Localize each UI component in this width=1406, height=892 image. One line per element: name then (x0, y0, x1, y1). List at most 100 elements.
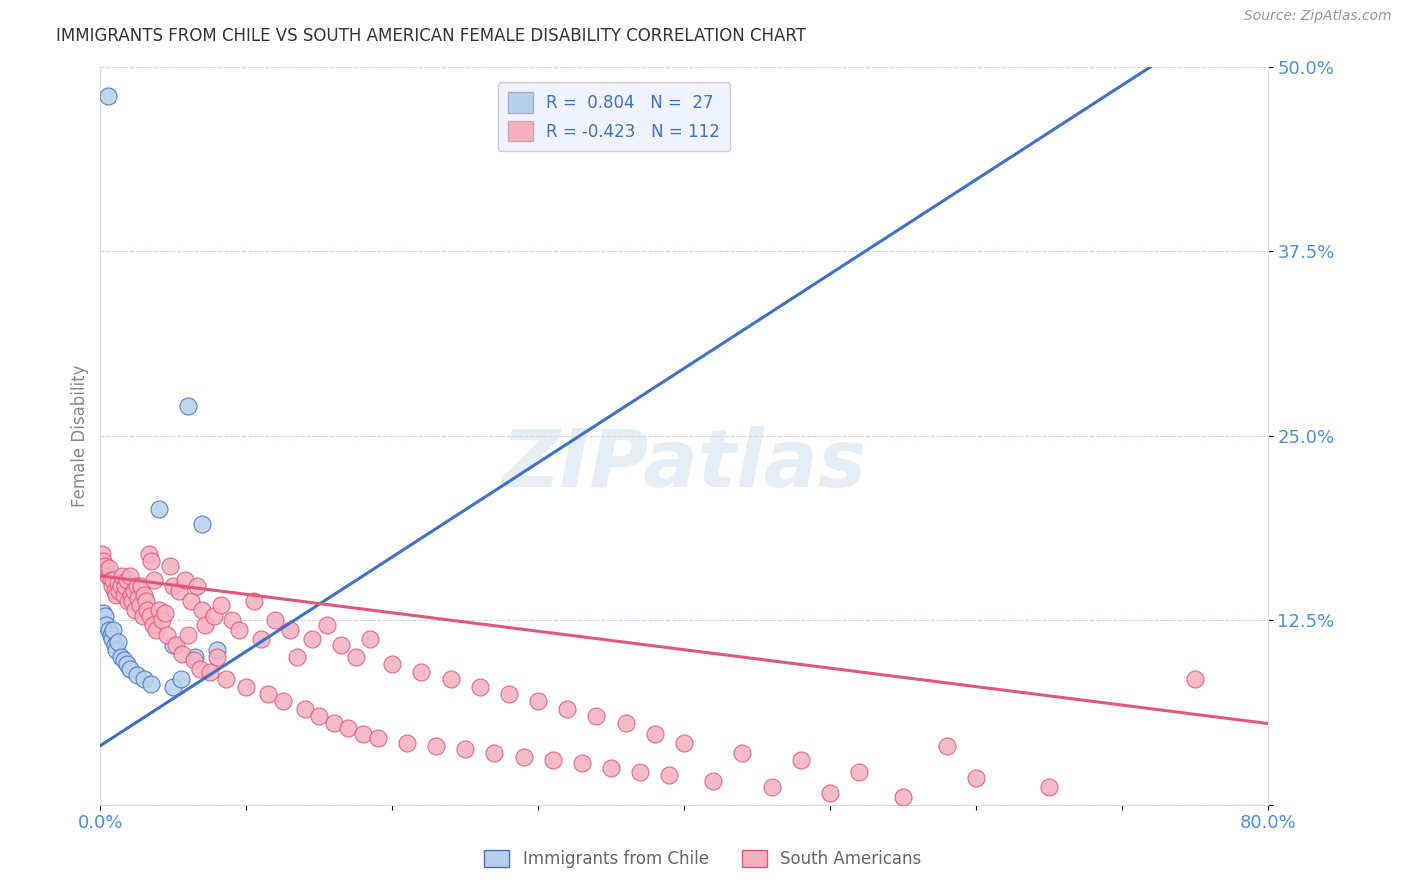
Point (454, 741, 477, 756)
Point (614, 716, 637, 731)
Point (644, 727, 666, 741)
Point (228, 624, 250, 638)
Point (101, 632, 124, 647)
Point (257, 687, 280, 701)
Point (150, 613, 173, 627)
Point (162, 680, 184, 694)
Point (184, 650, 207, 665)
Point (115, 574, 138, 588)
Point (191, 517, 214, 532)
Point (105, 588, 128, 602)
Point (93, 608, 115, 623)
Point (118, 569, 141, 583)
Point (202, 608, 225, 623)
Point (344, 650, 367, 665)
Point (104, 638, 127, 652)
Point (186, 579, 208, 593)
Point (301, 632, 323, 647)
Point (110, 650, 132, 665)
Point (322, 716, 344, 731)
Point (468, 680, 491, 694)
Point (177, 628, 200, 642)
Point (98, 624, 121, 638)
Point (658, 768, 681, 782)
Point (308, 709, 330, 723)
Point (264, 613, 287, 627)
Point (91, 554, 114, 568)
Point (527, 694, 550, 708)
Point (159, 558, 181, 573)
Point (108, 583, 131, 598)
Point (124, 603, 146, 617)
Point (628, 765, 651, 780)
Point (367, 731, 389, 746)
Point (439, 672, 461, 686)
Point (935, 739, 957, 753)
Point (134, 588, 156, 602)
Point (93, 558, 115, 573)
Point (96, 565, 118, 579)
Point (107, 635, 129, 649)
Point (112, 588, 135, 602)
Point (848, 765, 870, 780)
Point (125, 667, 148, 681)
Point (136, 603, 159, 617)
Point (702, 774, 724, 789)
Point (191, 603, 214, 617)
Point (672, 736, 695, 750)
Point (103, 574, 125, 588)
Point (153, 606, 176, 620)
Point (250, 632, 273, 647)
Point (138, 547, 160, 561)
Point (425, 739, 447, 753)
Point (205, 642, 228, 657)
Legend: R =  0.804   N =  27, R = -0.423   N = 112: R = 0.804 N = 27, R = -0.423 N = 112 (498, 82, 730, 152)
Point (131, 608, 153, 623)
Point (965, 771, 987, 785)
Point (761, 780, 783, 794)
Legend: Immigrants from Chile, South Americans: Immigrants from Chile, South Americans (478, 843, 928, 875)
Point (731, 746, 754, 760)
Point (125, 579, 148, 593)
Y-axis label: Female Disability: Female Disability (72, 365, 89, 507)
Point (484, 746, 506, 760)
Point (177, 399, 200, 413)
Point (381, 657, 404, 672)
Point (90, 547, 112, 561)
Point (555, 702, 578, 716)
Point (105, 642, 128, 657)
Point (235, 680, 257, 694)
Point (330, 638, 353, 652)
Point (188, 662, 211, 676)
Point (104, 583, 127, 598)
Point (111, 569, 134, 583)
Point (100, 574, 122, 588)
Point (541, 753, 564, 767)
Point (167, 583, 190, 598)
Point (103, 624, 125, 638)
Point (96, 617, 118, 632)
Point (585, 709, 607, 723)
Point (156, 628, 179, 642)
Point (114, 579, 136, 593)
Point (162, 579, 184, 593)
Point (141, 676, 163, 690)
Point (148, 502, 170, 516)
Point (112, 653, 135, 667)
Point (117, 594, 139, 608)
Point (285, 650, 308, 665)
Point (169, 672, 191, 686)
Point (790, 753, 813, 767)
Point (183, 653, 205, 667)
Point (170, 647, 193, 661)
Point (135, 594, 157, 608)
Point (278, 624, 301, 638)
Point (115, 657, 138, 672)
Point (271, 694, 294, 708)
Point (1184, 672, 1206, 686)
Point (198, 665, 221, 679)
Point (148, 603, 170, 617)
Point (215, 672, 238, 686)
Point (1038, 780, 1060, 794)
Point (359, 632, 381, 647)
